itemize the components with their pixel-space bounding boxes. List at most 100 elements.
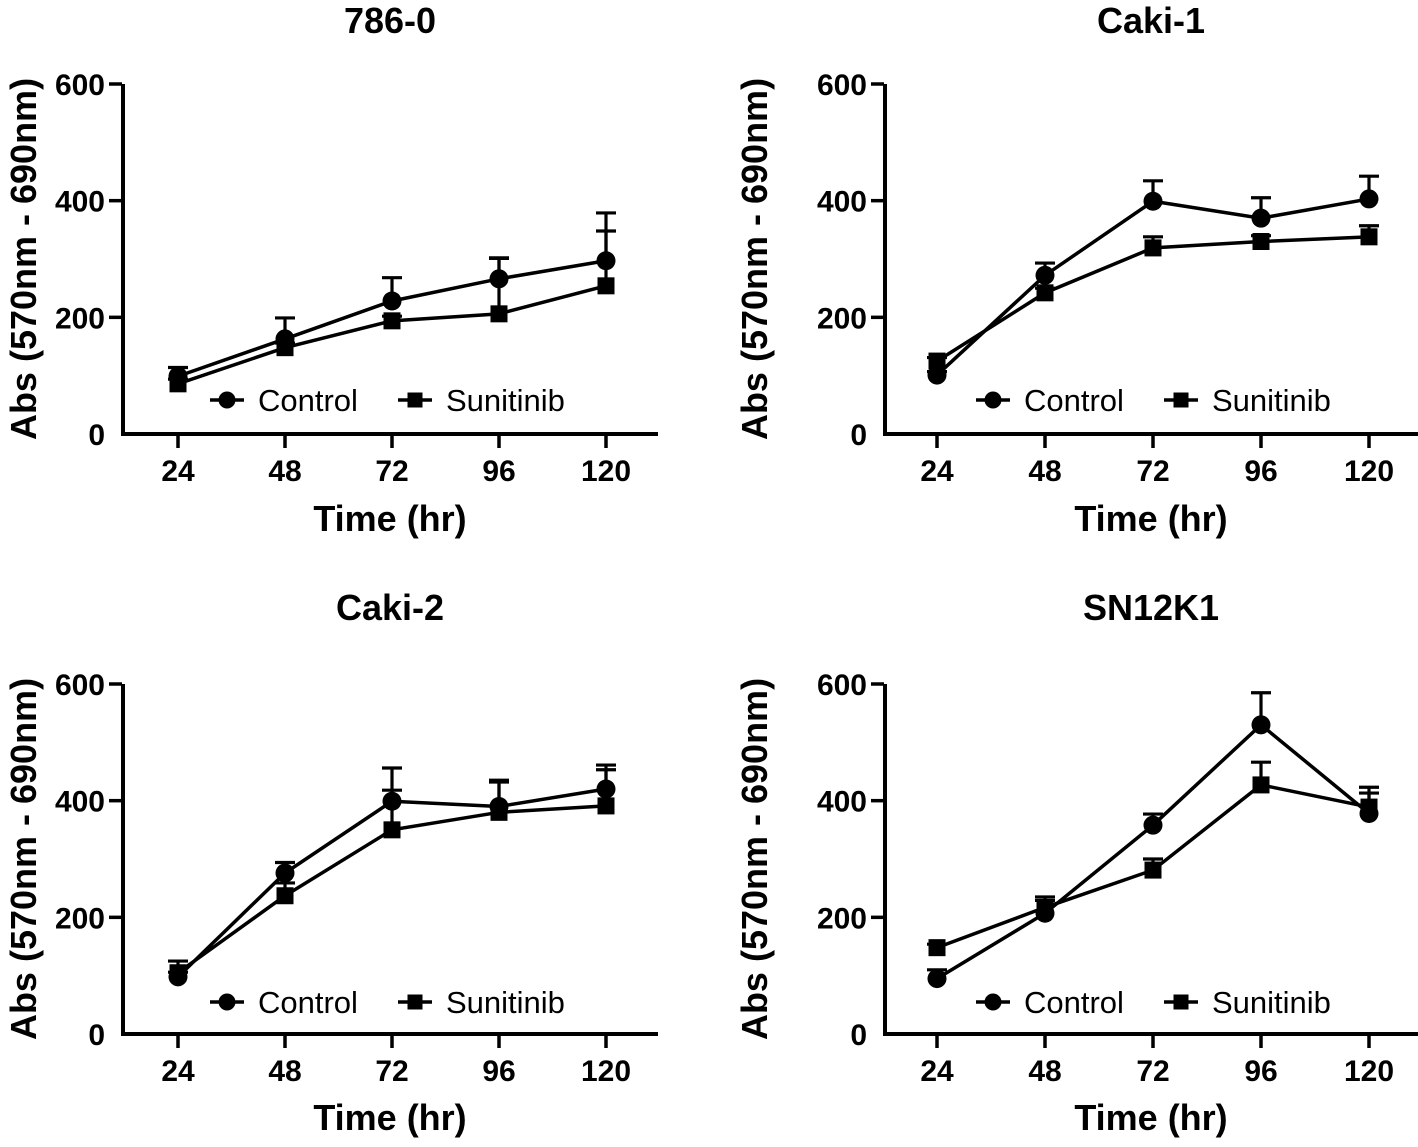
x-tick-label: 96 [482, 455, 515, 488]
data-point-circle [1143, 815, 1163, 835]
x-tick-label: 96 [482, 1055, 515, 1088]
data-point-square [928, 939, 946, 957]
line-chart-caki-2: 0 200 400 600 24 48 72 96 120 Control Sunitinib [55, 669, 658, 1088]
x-axis-label: Time (hr) [313, 498, 467, 539]
y-tick-label: 200 [55, 302, 105, 335]
x-tick-label: 72 [375, 1055, 408, 1088]
chart-title: SN12K1 [1082, 587, 1220, 628]
x-tick-label: 24 [161, 1055, 195, 1088]
legend-label: Sunitinib [1212, 383, 1331, 418]
data-point-square [597, 277, 615, 295]
series-line-control [936, 722, 1371, 981]
x-tick-label: 72 [375, 455, 408, 488]
data-point-circle [1251, 208, 1271, 228]
y-tick-label: 400 [817, 786, 867, 819]
x-tick-label: 120 [581, 455, 631, 488]
data-point-circle [382, 291, 402, 311]
y-tick-label: 600 [55, 69, 105, 102]
y-tick-label: 400 [817, 186, 867, 219]
chart-title: 786-0 [343, 0, 437, 41]
data-point-square [597, 797, 615, 815]
chart-panel-caki-2: Caki-2 Abs (570nm - 690nm) Time (hr) 0 20… [0, 573, 709, 1147]
data-point-square [1360, 228, 1378, 246]
data-point-square [1252, 233, 1270, 250]
data-point-square [383, 821, 401, 839]
data-point-circle [596, 779, 616, 799]
data-point-square [1036, 284, 1054, 302]
y-tick-label: 600 [817, 69, 867, 102]
x-tick-label: 24 [920, 455, 954, 488]
data-point-circle [1143, 191, 1163, 211]
legend-label: Control [258, 383, 358, 418]
x-axis-label: Time (hr) [1074, 1097, 1228, 1138]
legend-square-icon [407, 392, 423, 408]
legend-label: Control [1024, 383, 1124, 418]
y-tick-label: 200 [817, 302, 867, 335]
line-chart-786-0: 0 200 400 600 24 48 72 96 120 Control Sunitinib [55, 69, 658, 488]
y-tick-label: 0 [88, 419, 105, 452]
data-point-square [1144, 239, 1162, 257]
data-point-circle [1251, 715, 1271, 735]
x-axis-label: Time (hr) [1074, 498, 1228, 539]
data-point-circle [927, 365, 947, 385]
data-point-square [383, 312, 401, 330]
data-point-circle [1359, 189, 1379, 209]
chart-title: Caki-1 [1096, 0, 1206, 41]
line-chart-caki-1: 0 200 400 600 24 48 72 96 120 Control Sunitinib [817, 69, 1418, 488]
legend-label: Control [1024, 985, 1124, 1020]
y-tick-label: 400 [55, 186, 105, 219]
legend-circle-icon [218, 391, 236, 409]
legend-square-icon [1173, 994, 1189, 1010]
data-point-square [928, 352, 946, 370]
line-chart-sn12k1: 0 200 400 600 24 48 72 96 120 Control Sunitinib [817, 669, 1418, 1088]
legend-label: Sunitinib [446, 383, 565, 418]
legend-circle-icon [218, 993, 236, 1011]
chart-panel-sn12k1: SN12K1 Abs (570nm - 690nm) Time (hr) 0 20… [709, 573, 1418, 1147]
legend-circle-icon [984, 993, 1002, 1011]
x-tick-label: 48 [1028, 455, 1061, 488]
x-tick-label: 72 [1136, 455, 1169, 488]
y-tick-label: 600 [817, 669, 867, 702]
data-point-square [276, 887, 294, 905]
x-tick-label: 96 [1244, 455, 1277, 488]
data-point-circle [596, 251, 616, 271]
data-point-square [490, 803, 508, 821]
legend-label: Sunitinib [446, 985, 565, 1020]
data-point-square [1144, 861, 1162, 879]
y-tick-label: 400 [55, 786, 105, 819]
y-tick-label: 0 [850, 419, 867, 452]
y-tick-label: 200 [55, 902, 105, 935]
x-tick-label: 48 [268, 1055, 301, 1088]
y-tick-label: 600 [55, 669, 105, 702]
data-point-square [276, 339, 294, 357]
data-point-square [490, 305, 508, 323]
data-point-circle [489, 269, 509, 289]
x-tick-label: 48 [1028, 1055, 1061, 1088]
x-tick-label: 120 [1344, 455, 1394, 488]
chart-panel-786-0: 786-0 Abs (570nm - 690nm) Time (hr) 0 200… [0, 0, 709, 573]
legend-circle-icon [984, 391, 1002, 409]
x-tick-label: 24 [161, 455, 195, 488]
data-point-square [169, 964, 187, 982]
y-tick-label: 0 [850, 1019, 867, 1052]
y-tick-label: 0 [88, 1019, 105, 1052]
x-tick-label: 48 [268, 455, 301, 488]
x-tick-label: 96 [1244, 1055, 1277, 1088]
chart-panel-caki-1: Caki-1 Abs (570nm - 690nm) Time (hr) 0 20… [709, 0, 1418, 573]
x-tick-label: 72 [1136, 1055, 1169, 1088]
legend-square-icon [1173, 392, 1189, 408]
y-tick-label: 200 [817, 902, 867, 935]
x-tick-label: 24 [920, 1055, 954, 1088]
data-point-circle [382, 791, 402, 811]
chart-title: Caki-2 [335, 587, 445, 628]
data-point-square [1252, 776, 1270, 794]
data-point-square [1360, 798, 1378, 816]
data-point-circle [275, 863, 295, 883]
data-point-circle [927, 969, 947, 989]
legend-square-icon [407, 994, 423, 1010]
legend-label: Sunitinib [1212, 985, 1331, 1020]
x-axis-label: Time (hr) [313, 1097, 467, 1138]
series-line-control [935, 197, 1370, 377]
data-point-square [1036, 898, 1054, 916]
x-tick-label: 120 [581, 1055, 631, 1088]
